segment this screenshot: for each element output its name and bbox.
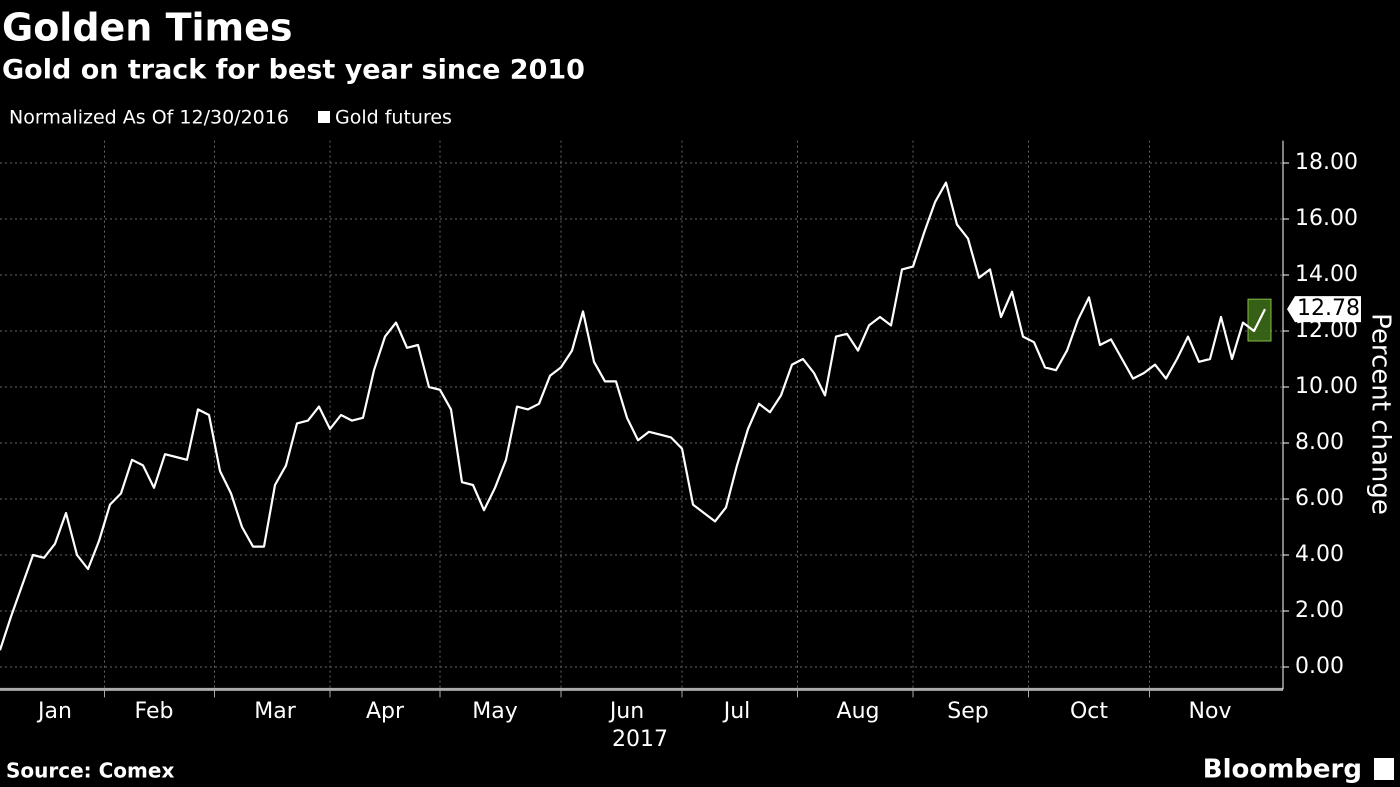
x-tick-label: Nov: [1189, 699, 1232, 724]
source: Source: Comex: [6, 759, 174, 783]
legend-label: Gold futures: [335, 107, 452, 129]
value-label-box: [1287, 296, 1361, 323]
brand-icon: [1374, 758, 1394, 780]
y-tick-label: 8.00: [1295, 430, 1344, 455]
brand: Bloomberg: [1203, 755, 1362, 785]
x-tick-label: Jan: [36, 699, 72, 724]
y-tick-label: 4.00: [1295, 542, 1344, 567]
x-tick-label: Apr: [366, 699, 405, 724]
y-tick-label: 18.00: [1295, 150, 1358, 175]
x-tick-label: Aug: [837, 699, 880, 724]
value-label: 12.78: [1297, 296, 1360, 321]
legend-swatch: [318, 111, 330, 123]
x-sublabel: 2017: [612, 727, 668, 752]
series-line: [0, 181, 1266, 651]
y-tick-label: 2.00: [1295, 598, 1344, 623]
x-tick-label: May: [472, 699, 517, 724]
icon-box: [1374, 758, 1394, 780]
x-tick-label: Feb: [135, 699, 174, 724]
x-tick-label: Oct: [1070, 699, 1108, 724]
x-tick-label: Jul: [722, 699, 751, 724]
note: Normalized As Of 12/30/2016: [9, 107, 289, 129]
y-tick-label: 14.00: [1295, 262, 1358, 287]
x-tick-label: Jun: [608, 699, 644, 724]
chart-subtitle: Gold on track for best year since 2010: [2, 55, 585, 86]
y-tick-label: 6.00: [1295, 486, 1344, 511]
y-tick-label: 0.00: [1295, 654, 1344, 679]
x-tick-label: Sep: [947, 699, 988, 724]
y-axis-label: Percent change: [1366, 313, 1396, 515]
y-tick-label: 16.00: [1295, 206, 1358, 231]
x-tick-label: Mar: [254, 699, 296, 724]
chart-title: Golden Times: [2, 6, 293, 50]
y-tick-label: 12.00: [1295, 318, 1358, 343]
y-tick-label: 10.00: [1295, 374, 1358, 399]
